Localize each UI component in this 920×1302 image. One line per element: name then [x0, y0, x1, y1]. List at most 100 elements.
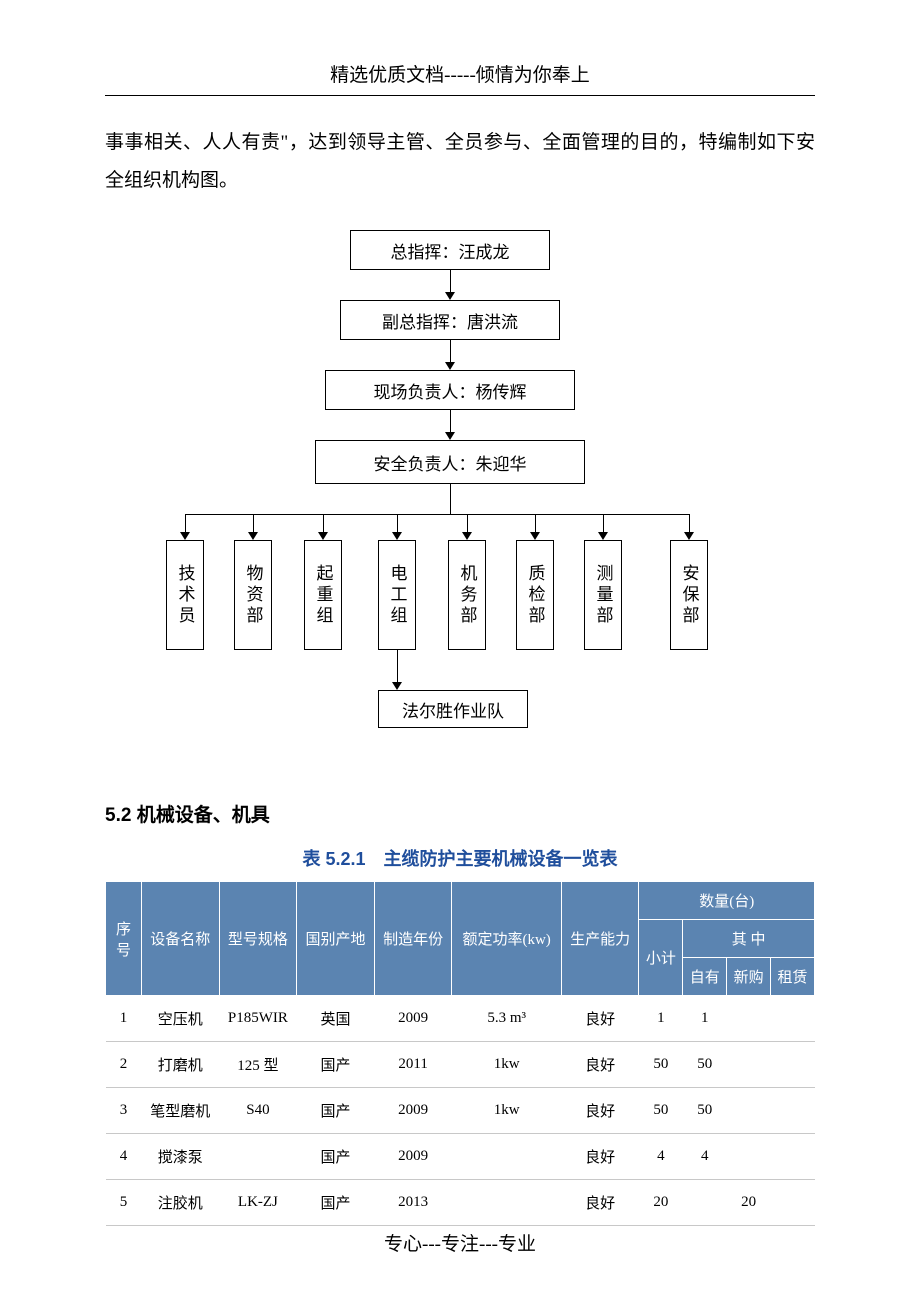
- table-head: 序号 设备名称 型号规格 国别产地 制造年份 额定功率(kw) 生产能力 数量(…: [106, 882, 815, 996]
- col-subtotal: 小计: [639, 920, 683, 996]
- cell-origin: 国产: [297, 1134, 375, 1180]
- arrow-down-icon: [598, 532, 608, 540]
- cell-rent: [771, 1180, 815, 1226]
- cell-name: 打磨机: [142, 1042, 220, 1088]
- arrow-down-icon: [445, 432, 455, 440]
- arrow-down-icon: [392, 532, 402, 540]
- col-own: 自有: [683, 958, 727, 996]
- arrow-down-icon: [392, 682, 402, 690]
- cell-rent: [771, 996, 815, 1042]
- cell-origin: 国产: [297, 1088, 375, 1134]
- org-box-level-1: 副总指挥：唐洪流: [340, 300, 560, 340]
- cell-name: 空压机: [142, 996, 220, 1042]
- cell-sub: 50: [639, 1088, 683, 1134]
- cell-name: 笔型磨机: [142, 1088, 220, 1134]
- cell-name: 注胶机: [142, 1180, 220, 1226]
- cell-new: [727, 996, 771, 1042]
- cell-own: [683, 1180, 727, 1226]
- cell-new: [727, 1134, 771, 1180]
- org-dept-1: 物资部: [234, 540, 272, 650]
- table-row: 1空压机P185WIR英国20095.3 m³良好11: [106, 996, 815, 1042]
- cell-year: 2009: [374, 996, 452, 1042]
- table-body: 1空压机P185WIR英国20095.3 m³良好112打磨机125 型国产20…: [106, 996, 815, 1226]
- cell-n: 4: [106, 1134, 142, 1180]
- page-container: 精选优质文档-----倾情为你奉上 事事相关、人人有责"，达到领导主管、全员参与…: [0, 0, 920, 1266]
- col-cap: 生产能力: [561, 882, 639, 996]
- header-rule: [105, 95, 815, 96]
- cell-origin: 国产: [297, 1042, 375, 1088]
- equipment-table: 序号 设备名称 型号规格 国别产地 制造年份 额定功率(kw) 生产能力 数量(…: [105, 881, 815, 1226]
- cell-cap: 良好: [561, 1180, 639, 1226]
- cell-origin: 英国: [297, 996, 375, 1042]
- cell-own: 50: [683, 1088, 727, 1134]
- org-box-level-2: 现场负责人：杨传辉: [325, 370, 575, 410]
- col-origin: 国别产地: [297, 882, 375, 996]
- cell-model: [219, 1134, 297, 1180]
- cell-rent: [771, 1134, 815, 1180]
- org-dept-5: 质检部: [516, 540, 554, 650]
- cell-own: 4: [683, 1134, 727, 1180]
- cell-model: 125 型: [219, 1042, 297, 1088]
- cell-power: 1kw: [452, 1088, 561, 1134]
- org-dept-6: 测量部: [584, 540, 622, 650]
- col-name: 设备名称: [142, 882, 220, 996]
- arrow-down-icon: [248, 532, 258, 540]
- cell-new: 20: [727, 1180, 771, 1226]
- intro-paragraph: 事事相关、人人有责"，达到领导主管、全员参与、全面管理的目的，特编制如下安全组织…: [105, 124, 815, 200]
- cell-year: 2013: [374, 1180, 452, 1226]
- cell-rent: [771, 1042, 815, 1088]
- cell-year: 2009: [374, 1134, 452, 1180]
- cell-power: [452, 1134, 561, 1180]
- col-among: 其 中: [683, 920, 815, 958]
- cell-n: 5: [106, 1180, 142, 1226]
- cell-rent: [771, 1088, 815, 1134]
- cell-cap: 良好: [561, 996, 639, 1042]
- cell-cap: 良好: [561, 1134, 639, 1180]
- cell-n: 2: [106, 1042, 142, 1088]
- org-box-level-0: 总指挥：汪成龙: [350, 230, 550, 270]
- section-heading: 5.2 机械设备、机具: [105, 800, 815, 827]
- cell-new: [727, 1042, 771, 1088]
- page-footer: 专心---专注---专业: [0, 1229, 920, 1256]
- cell-model: P185WIR: [219, 996, 297, 1042]
- org-dept-2: 起重组: [304, 540, 342, 650]
- cell-model: S40: [219, 1088, 297, 1134]
- org-bottom-box: 法尔胜作业队: [378, 690, 528, 728]
- cell-sub: 20: [639, 1180, 683, 1226]
- cell-sub: 1: [639, 996, 683, 1042]
- table-row: 2打磨机125 型国产20111kw良好5050: [106, 1042, 815, 1088]
- org-dept-0: 技术员: [166, 540, 204, 650]
- cell-power: [452, 1180, 561, 1226]
- cell-sub: 4: [639, 1134, 683, 1180]
- cell-cap: 良好: [561, 1042, 639, 1088]
- org-dept-4: 机务部: [448, 540, 486, 650]
- col-seq: 序号: [106, 882, 142, 996]
- cell-n: 1: [106, 996, 142, 1042]
- cell-sub: 50: [639, 1042, 683, 1088]
- cell-power: 1kw: [452, 1042, 561, 1088]
- org-chart: 总指挥：汪成龙副总指挥：唐洪流现场负责人：杨传辉安全负责人：朱迎华技术员物资部起…: [110, 230, 810, 770]
- cell-power: 5.3 m³: [452, 996, 561, 1042]
- org-dept-3: 电工组: [378, 540, 416, 650]
- cell-origin: 国产: [297, 1180, 375, 1226]
- cell-own: 1: [683, 996, 727, 1042]
- col-new: 新购: [727, 958, 771, 996]
- org-box-level-3: 安全负责人：朱迎华: [315, 440, 585, 484]
- table-row: 4搅漆泵国产2009良好44: [106, 1134, 815, 1180]
- cell-cap: 良好: [561, 1088, 639, 1134]
- col-qty: 数量(台): [639, 882, 815, 920]
- cell-year: 2011: [374, 1042, 452, 1088]
- col-power: 额定功率(kw): [452, 882, 561, 996]
- cell-n: 3: [106, 1088, 142, 1134]
- arrow-down-icon: [445, 362, 455, 370]
- arrow-down-icon: [684, 532, 694, 540]
- arrow-down-icon: [462, 532, 472, 540]
- cell-new: [727, 1088, 771, 1134]
- arrow-down-icon: [180, 532, 190, 540]
- org-dept-7: 安保部: [670, 540, 708, 650]
- table-row: 5注胶机LK-ZJ国产2013良好2020: [106, 1180, 815, 1226]
- table-row: 3笔型磨机S40国产20091kw良好5050: [106, 1088, 815, 1134]
- col-model: 型号规格: [219, 882, 297, 996]
- arrow-down-icon: [318, 532, 328, 540]
- arrow-down-icon: [445, 292, 455, 300]
